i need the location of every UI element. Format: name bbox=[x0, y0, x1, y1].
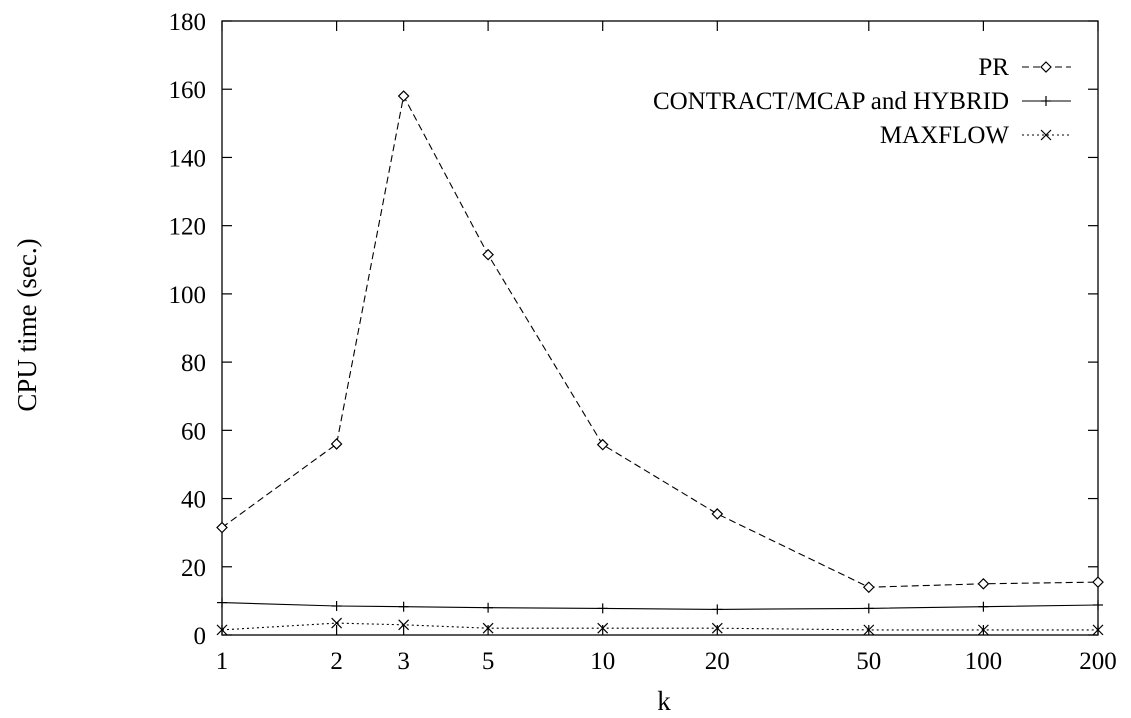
data-point-2 bbox=[398, 619, 410, 631]
series-layer bbox=[216, 90, 1104, 636]
data-point-0 bbox=[397, 90, 410, 102]
data-point-2 bbox=[1092, 624, 1104, 636]
y-axis-title: CPU time (sec.) bbox=[12, 238, 42, 411]
x-tick-label: 50 bbox=[856, 648, 881, 675]
legend: PR CONTRACT/MCAP and HYBRID MAXFLOW bbox=[653, 54, 1071, 149]
data-point-0 bbox=[596, 438, 609, 451]
y-tick-label: 120 bbox=[169, 214, 207, 241]
data-point-2 bbox=[977, 624, 989, 636]
y-tick-label: 40 bbox=[181, 487, 206, 514]
data-point-0 bbox=[216, 521, 228, 534]
y-tick-label: 140 bbox=[169, 145, 207, 172]
y-tick-label: 180 bbox=[169, 9, 207, 36]
data-point-1 bbox=[217, 597, 227, 608]
data-point-1 bbox=[978, 601, 989, 612]
legend-swatch-marker bbox=[1040, 129, 1052, 141]
data-point-2 bbox=[711, 622, 723, 634]
x-tick-label: 10 bbox=[590, 648, 615, 675]
x-tick-label: 200 bbox=[1079, 648, 1117, 675]
plot-area-frame bbox=[221, 20, 1099, 636]
data-point-0 bbox=[330, 438, 343, 450]
data-point-2 bbox=[597, 622, 609, 634]
data-point-1 bbox=[483, 602, 494, 613]
legend-swatch-marker bbox=[1041, 96, 1051, 106]
data-point-2 bbox=[216, 624, 228, 636]
x-tick-label: 100 bbox=[965, 648, 1003, 675]
data-point-2 bbox=[863, 624, 875, 636]
x-axis-title: k bbox=[657, 686, 671, 716]
x-tick-label: 3 bbox=[397, 648, 410, 675]
y-tick-label: 60 bbox=[181, 418, 206, 445]
data-point-0 bbox=[711, 508, 724, 520]
legend-label: CONTRACT/MCAP and HYBRID bbox=[653, 88, 1009, 115]
x-tick-label: 2 bbox=[330, 648, 343, 675]
data-point-0 bbox=[977, 577, 990, 590]
y-tick-label: 0 bbox=[194, 623, 207, 650]
y-tick-label: 100 bbox=[169, 282, 207, 309]
legend-label: PR bbox=[978, 54, 1009, 81]
data-point-1 bbox=[597, 603, 608, 614]
x-tick-label: 1 bbox=[216, 648, 229, 675]
y-tick-label: 20 bbox=[181, 555, 206, 582]
series-line-2 bbox=[221, 622, 1098, 631]
series-line-0 bbox=[221, 94, 1099, 588]
data-point-1 bbox=[398, 601, 409, 612]
data-point-1 bbox=[331, 601, 342, 612]
data-point-0 bbox=[482, 248, 494, 261]
legend-label: MAXFLOW bbox=[880, 122, 1010, 149]
data-point-1 bbox=[1093, 599, 1103, 610]
x-tick-label: 5 bbox=[482, 648, 495, 675]
data-point-0 bbox=[1092, 576, 1104, 588]
data-point-1 bbox=[712, 604, 723, 615]
legend-swatch-marker bbox=[1040, 61, 1052, 73]
axis-ticks: 0 20 40 60 80 100 120 140 160 180 1 2 3 5 10 20 50 100 200 bbox=[169, 9, 1117, 675]
y-tick-label: 80 bbox=[181, 350, 206, 377]
data-point-2 bbox=[331, 617, 343, 629]
series-line-1 bbox=[221, 602, 1099, 610]
data-point-2 bbox=[482, 622, 494, 634]
data-point-1 bbox=[863, 603, 874, 614]
x-tick-label: 20 bbox=[705, 648, 730, 675]
data-point-0 bbox=[862, 581, 875, 594]
y-tick-label: 160 bbox=[169, 77, 207, 104]
